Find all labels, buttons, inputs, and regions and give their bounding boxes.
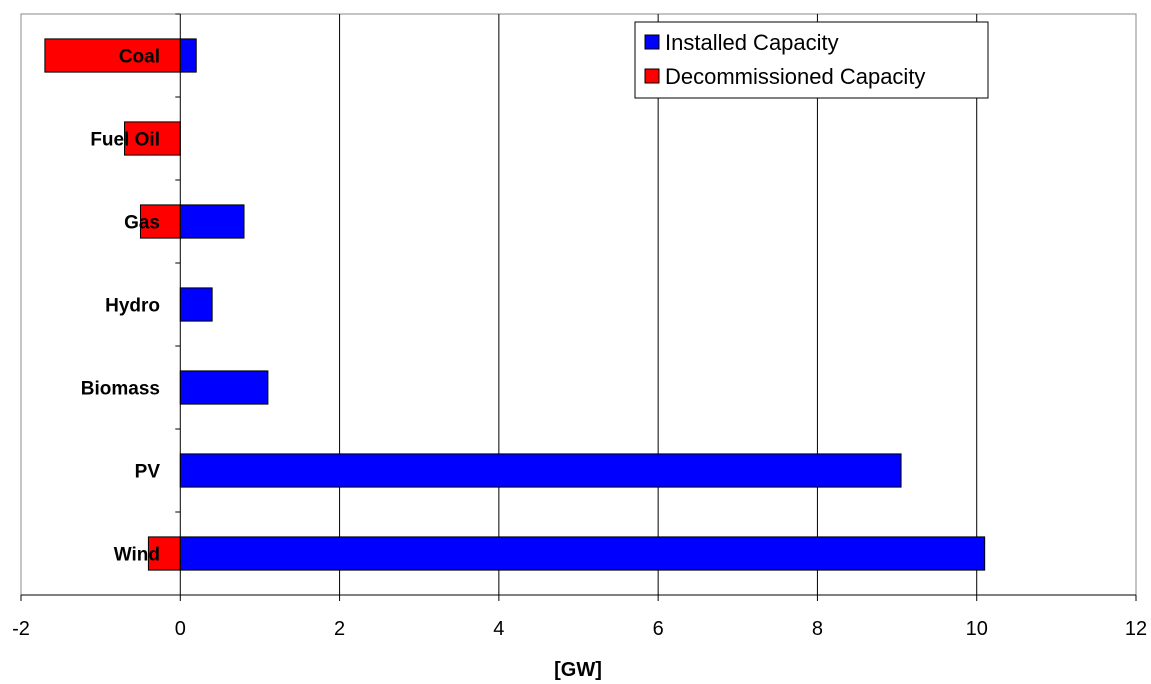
category-label: Coal [119,47,160,68]
x-tick-label: 6 [653,618,664,640]
legend-swatch [644,34,660,50]
installed-bar-coal [179,38,197,73]
legend-swatch [644,68,660,84]
x-tick-label: 4 [493,618,504,640]
category-label: Wind [114,545,160,566]
category-label: Hydro [105,296,160,317]
installed-bar-pv [179,453,902,488]
legend-entry: Decommissioned Capacity [665,64,925,89]
category-labels: Coal Fuel Oil Gas Hydro Biomass PV Wind [81,47,161,566]
category-label: PV [135,462,161,483]
x-tick-label: 8 [812,618,823,640]
legend: Installed Capacity Decommissioned Capacit… [634,21,989,99]
legend-box [634,21,989,99]
x-tick-label: -2 [12,618,30,640]
installed-bar-hydro [179,287,213,322]
legend-entry: Installed Capacity [665,30,839,55]
category-label: Biomass [81,379,160,400]
x-axis-title: [GW] [554,659,602,681]
x-tick-label: 0 [175,618,186,640]
category-label: Fuel Oil [90,130,160,151]
installed-bar-biomass [179,370,269,405]
category-label: Gas [124,213,160,234]
bars [44,38,986,571]
gridlines [339,14,978,595]
x-tick-label: 2 [334,618,345,640]
x-tick-labels: -2 0 2 4 6 8 10 12 [12,618,1147,640]
installed-bar-wind [179,536,986,571]
x-tick-label: 10 [966,618,988,640]
decommissioned-bar-coal [44,38,181,73]
axes [20,13,1137,601]
installed-bar-gas [179,204,245,239]
x-tick-label: 12 [1125,618,1147,640]
